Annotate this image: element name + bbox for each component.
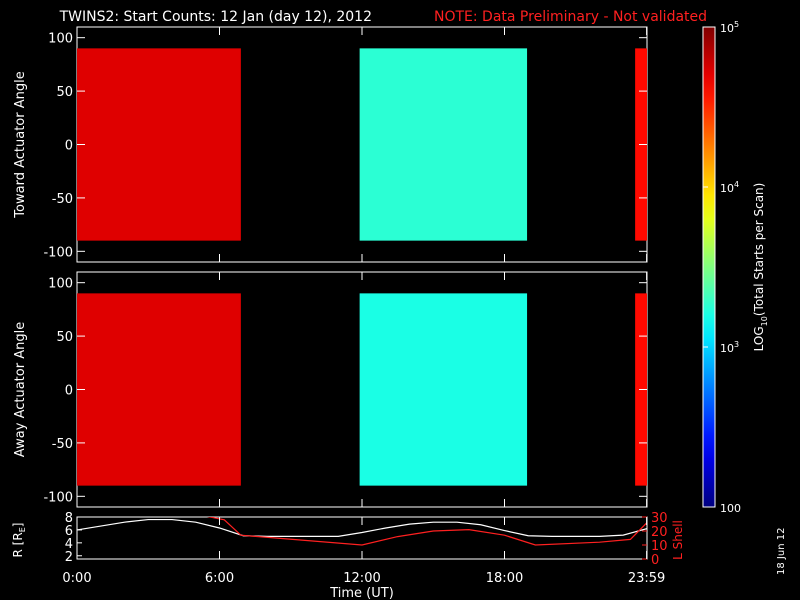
orbit-r-tick-label: 4: [65, 537, 73, 552]
angle-tick-label: -50: [52, 437, 73, 452]
angle-tick-label: -100: [43, 490, 73, 505]
orbit-lshell-tick-label: 20: [651, 525, 668, 540]
colorbar-tick-label: 100: [720, 502, 741, 515]
colorbar-label: LOG10(Total Starts per Scan): [752, 183, 769, 352]
colorbar-tick-label: 105: [720, 20, 739, 35]
away-angle-axis: 100 50 0 -50 -100: [43, 277, 647, 505]
orbit-lshell-axis-label: L Shell: [671, 520, 685, 560]
orbit-r-line: [77, 518, 647, 537]
time-tick-label: 18:00: [486, 571, 523, 586]
colorbar: 105 104 103 100 LOG10(Total Starts per Scan…: [702, 20, 769, 515]
time-tick-label: 6:00: [205, 571, 234, 586]
angle-tick-label: 0: [65, 384, 73, 399]
chart-title: TWINS2: Start Counts: 12 Jan (day 12), 2…: [59, 9, 372, 25]
colorbar-ticks: 105 104 103 100: [703, 20, 741, 515]
angle-tick-label: 100: [48, 32, 73, 47]
spectrogram-segment: [77, 293, 241, 486]
spectrogram-segment: [359, 293, 528, 486]
orbit-lshell-line: [77, 517, 647, 546]
orbit-lshell-tick-label: 10: [651, 539, 668, 554]
orbit-r-axis-label: R [RE]: [11, 523, 27, 558]
toward-angle-axis: 100 50 0 -50 -100: [43, 32, 647, 260]
time-axis-label: Time (UT): [329, 586, 394, 600]
timestamp: 18 Jun 12: [776, 527, 787, 575]
preliminary-note: NOTE: Data Preliminary - Not validated: [434, 9, 707, 25]
colorbar-scale: [702, 26, 716, 508]
spectrogram-segment: [77, 48, 241, 241]
angle-tick-label: 50: [56, 330, 73, 345]
orbit-lshell-tick-label: 0: [651, 553, 659, 568]
away-actuator-panel: 100 50 0 -50 -100 Away Actuator Angle: [13, 271, 648, 508]
colorbar-tick-label: 104: [720, 180, 739, 195]
time-tick-label: 23:59: [628, 571, 665, 586]
colorbar-tick-label: 103: [720, 340, 739, 355]
angle-tick-label: 100: [48, 277, 73, 292]
toward-angle-axis-label: Toward Actuator Angle: [13, 71, 28, 218]
time-axis: 0:00 6:00 12:00 18:00 23:59: [62, 27, 665, 586]
orbit-r-tick-label: 8: [65, 511, 73, 526]
angle-tick-label: 50: [56, 85, 73, 100]
toward-spectrogram: [77, 48, 647, 241]
angle-tick-label: -100: [43, 245, 73, 260]
spectrogram-segment: [359, 48, 528, 241]
toward-actuator-panel: 100 50 0 -50 -100 Toward Actuator Angle: [13, 26, 648, 263]
time-tick-label: 0:00: [62, 571, 91, 586]
angle-tick-label: 0: [65, 139, 73, 154]
angle-tick-label: -50: [52, 192, 73, 207]
orbit-lines: [77, 517, 647, 546]
away-angle-axis-label: Away Actuator Angle: [13, 322, 28, 457]
orbit-r-tick-label: 6: [65, 524, 73, 539]
orbit-r-tick-label: 2: [65, 550, 73, 565]
orbit-lshell-tick-label: 30: [651, 511, 668, 526]
away-spectrogram: [77, 293, 647, 486]
time-tick-label: 12:00: [343, 571, 380, 586]
